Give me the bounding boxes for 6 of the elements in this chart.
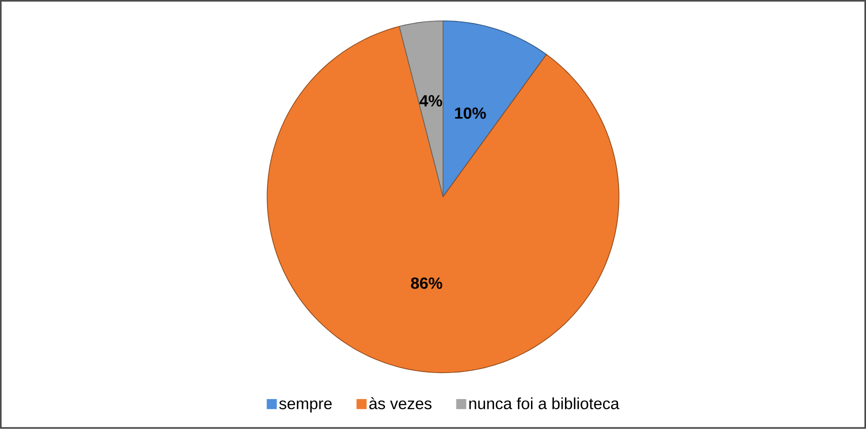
legend-label: nunca foi a biblioteca: [469, 398, 620, 410]
data-label: 4%: [420, 95, 442, 107]
data-label: 10%: [455, 108, 486, 119]
data-label: 86%: [410, 278, 442, 289]
legend-label: às vezes: [369, 397, 432, 410]
legend-label: sempre: [279, 400, 332, 413]
